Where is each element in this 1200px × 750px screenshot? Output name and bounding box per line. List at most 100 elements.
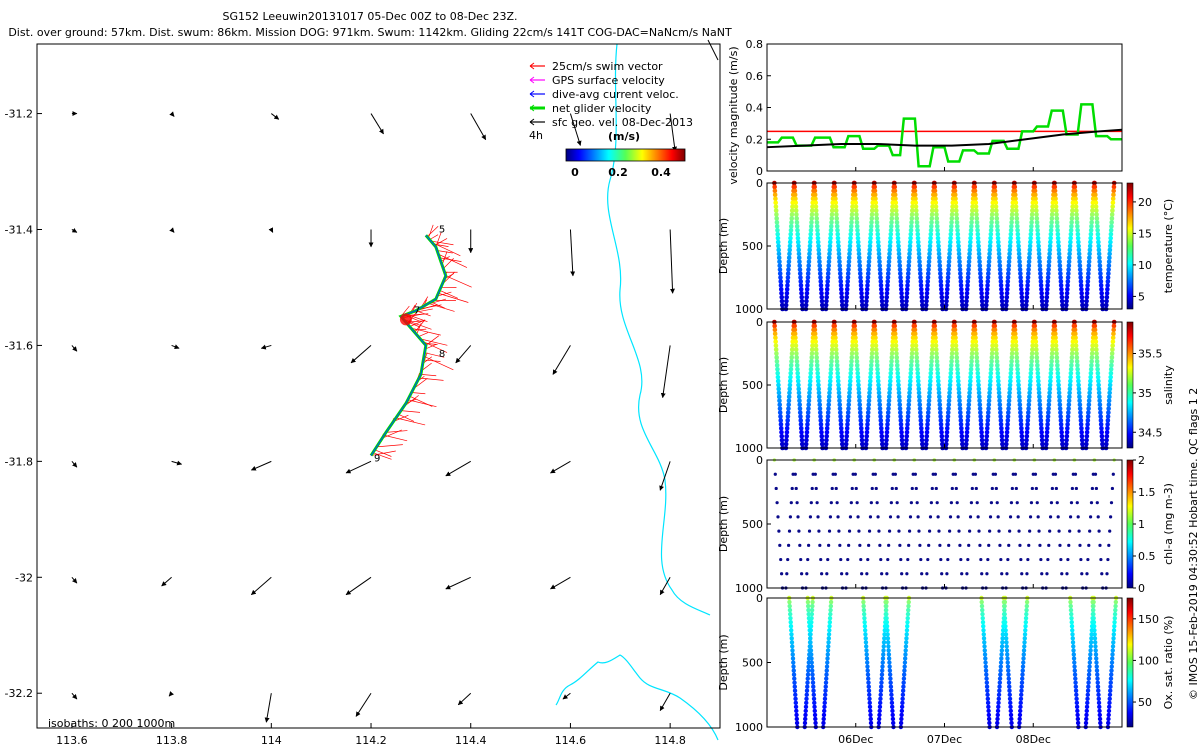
profile-point xyxy=(1009,720,1014,726)
profile-point xyxy=(778,418,784,423)
profile-point xyxy=(914,220,920,225)
profile-point xyxy=(1099,433,1105,439)
profile-point xyxy=(1073,200,1079,205)
profile-point xyxy=(1089,363,1094,368)
profile-point xyxy=(950,204,955,209)
profile-point xyxy=(975,374,981,380)
profile-point xyxy=(999,298,1005,304)
profile-point xyxy=(1066,410,1071,415)
profile-colorbar-tick-label: 50 xyxy=(1138,696,1152,709)
profile-point xyxy=(1057,529,1061,533)
profile-point xyxy=(1006,668,1011,673)
profile-point xyxy=(883,302,889,308)
profile-point xyxy=(822,696,828,701)
profile-point xyxy=(895,227,900,233)
profile-point xyxy=(1111,331,1116,337)
profile-point xyxy=(1025,572,1029,576)
profile-point xyxy=(778,275,783,280)
profile-colorbar-tick-label: 34.5 xyxy=(1138,426,1163,439)
profile-point xyxy=(799,437,805,443)
profile-point xyxy=(788,227,794,233)
profile-point xyxy=(793,472,797,476)
profile-point xyxy=(1039,290,1044,296)
profile-colorbar-tick-label: 0 xyxy=(1138,582,1145,595)
profile-point xyxy=(992,184,998,190)
profile-point xyxy=(1089,216,1095,221)
profile-point xyxy=(835,366,840,372)
profile-point xyxy=(946,255,952,261)
profile-point xyxy=(1070,486,1074,491)
profile-point xyxy=(928,370,934,376)
profile-point xyxy=(900,700,905,706)
profile-point xyxy=(1087,251,1092,257)
profile-point xyxy=(1059,294,1065,300)
profile-point xyxy=(827,251,832,257)
profile-point xyxy=(1090,603,1096,609)
profile-point xyxy=(905,283,910,288)
profile-point xyxy=(824,672,829,677)
profile-point xyxy=(914,486,918,491)
profile-point xyxy=(872,188,878,194)
profile-point xyxy=(795,378,801,384)
profile-point xyxy=(959,557,963,562)
profile-point xyxy=(837,259,842,265)
profile-point xyxy=(1029,355,1035,360)
profile-point xyxy=(900,441,905,447)
profile-point xyxy=(864,290,870,296)
profile-point xyxy=(927,378,933,384)
profile-point xyxy=(824,433,829,439)
profile-point xyxy=(899,294,905,300)
profile-point xyxy=(868,712,873,718)
swim-vector xyxy=(424,352,445,358)
profile-point xyxy=(866,259,872,265)
profile-point xyxy=(899,298,905,304)
profile-colorbar-tick-label: 150 xyxy=(1138,613,1159,626)
profile-point xyxy=(1006,263,1012,268)
profile-point xyxy=(1067,255,1072,261)
profile-point xyxy=(809,656,814,661)
profile-point xyxy=(1065,283,1070,288)
profile-point xyxy=(958,543,962,547)
profile-point xyxy=(955,374,961,380)
profile-point xyxy=(1038,410,1043,415)
profile-point xyxy=(1012,188,1018,194)
profile-point xyxy=(983,668,989,673)
profile-point xyxy=(902,656,908,661)
profile-point xyxy=(1033,472,1038,476)
profile-point xyxy=(793,696,798,701)
profile-point xyxy=(935,231,941,237)
profile-point xyxy=(1054,351,1059,356)
profile-point xyxy=(809,611,815,617)
profile-point xyxy=(1018,283,1024,288)
profile-point xyxy=(1076,386,1082,392)
profile-point xyxy=(1105,422,1110,427)
profile-point xyxy=(778,283,784,288)
profile-colorbar-tick-label: 15 xyxy=(1138,227,1152,240)
profile-point xyxy=(774,212,779,217)
profile-point xyxy=(1086,410,1091,415)
profile-point xyxy=(1015,370,1021,376)
profile-point xyxy=(944,290,950,296)
profile-point xyxy=(1077,263,1083,268)
geo-velocity-arrow xyxy=(470,113,487,141)
profile-point xyxy=(1092,632,1097,637)
profile-point xyxy=(901,672,907,677)
profile-point xyxy=(805,418,810,423)
profile-point xyxy=(915,235,921,241)
profile-point xyxy=(844,287,850,292)
coastline-south xyxy=(555,654,719,741)
profile-point xyxy=(847,390,852,396)
profile-point xyxy=(1006,680,1012,685)
profile-point xyxy=(926,263,932,268)
profile-point xyxy=(889,351,895,356)
profile-point xyxy=(1002,619,1008,625)
profile-point xyxy=(904,628,910,633)
profile-scatter-salinity xyxy=(772,319,1117,451)
profile-point xyxy=(907,239,913,245)
profile-point xyxy=(1092,636,1098,641)
profile-point xyxy=(913,196,918,202)
profile-point xyxy=(967,382,973,388)
profile-point xyxy=(988,515,993,519)
profile-point xyxy=(834,220,840,225)
profile-point xyxy=(887,672,893,677)
